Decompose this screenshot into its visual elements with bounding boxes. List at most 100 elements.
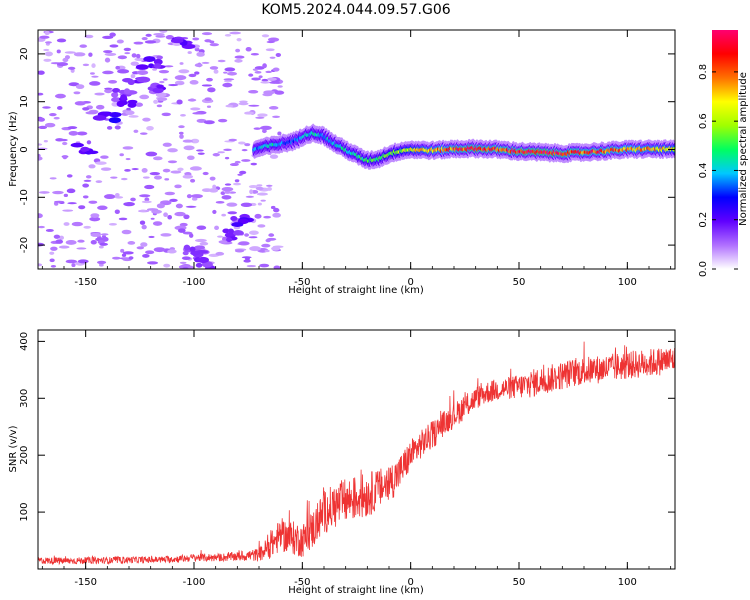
noise-blob <box>174 184 182 189</box>
noise-blob <box>77 259 89 264</box>
noise-blob <box>228 138 238 142</box>
noise-blob <box>224 156 230 160</box>
noise-blob <box>243 259 251 263</box>
noise-blob <box>212 152 220 157</box>
noise-blob <box>272 67 280 72</box>
noise-blob <box>234 249 245 253</box>
noise-blob <box>215 251 225 256</box>
noise-blob <box>235 48 241 53</box>
noise-blob <box>268 233 275 237</box>
noise-blob <box>88 164 96 169</box>
noise-blob <box>66 174 73 178</box>
noise-blob <box>91 75 99 78</box>
x-tick-label: -100 <box>183 277 206 288</box>
noise-blob <box>174 75 187 81</box>
noise-blob <box>268 106 279 110</box>
y-tick-label: 10 <box>19 95 30 108</box>
noise-blob <box>224 67 236 72</box>
noise-blob <box>82 183 90 188</box>
noise-blob <box>142 117 151 122</box>
noise-blob <box>100 167 112 171</box>
spectrogram-y-axis-label: Frequency (Hz) <box>8 111 19 187</box>
noise-blob <box>147 261 159 265</box>
colorbar-ticks: 0.0 0.2 0.4 0.6 0.8 <box>698 64 738 277</box>
noise-blob <box>65 240 77 245</box>
noise-blob <box>54 200 65 203</box>
noise-blob <box>123 202 135 207</box>
noise-blob <box>156 55 163 60</box>
noise-blob <box>168 83 179 87</box>
noise-blob <box>145 250 155 255</box>
noise-blob <box>136 76 151 83</box>
noise-blob <box>73 52 86 57</box>
colorbar: 0.0 0.2 0.4 0.6 0.8 Normalized spectral ampl… <box>698 30 749 277</box>
noise-blob <box>144 40 157 44</box>
noise-blob <box>225 104 234 108</box>
noise-blob <box>162 142 172 147</box>
noise-blob <box>182 174 194 179</box>
y-tick-label: 0 <box>19 146 30 152</box>
noise-blob <box>259 263 270 268</box>
noise-blob <box>44 51 53 57</box>
noise-blob <box>152 221 163 226</box>
noise-blob <box>178 82 185 85</box>
noise-blob <box>139 220 146 225</box>
noise-blob <box>222 82 233 88</box>
noise-blob <box>232 182 242 186</box>
noise-blob <box>124 169 131 172</box>
noise-blob <box>77 239 85 243</box>
noise-blob <box>145 151 158 157</box>
noise-blob <box>221 195 232 200</box>
noise-blob <box>153 32 165 36</box>
noise-blob <box>187 51 192 54</box>
noise-blob <box>234 179 240 183</box>
noise-blob <box>257 202 262 206</box>
x-tick-label: 0 <box>407 577 413 588</box>
noise-blob <box>188 233 194 238</box>
noise-blob <box>109 44 119 48</box>
noise-blob <box>230 216 238 221</box>
noise-blob <box>38 70 45 75</box>
noise-blob <box>49 251 55 255</box>
noise-blob <box>182 266 189 269</box>
noise-blob <box>251 77 261 81</box>
noise-blob <box>191 194 203 199</box>
noise-blob <box>123 88 131 95</box>
noise-blob <box>203 120 215 125</box>
noise-blob <box>86 140 92 145</box>
y-tick-label: -10 <box>19 189 30 205</box>
noise-blob <box>111 92 119 98</box>
noise-blob <box>260 125 272 130</box>
noise-blob <box>84 34 94 39</box>
noise-blob <box>170 170 182 174</box>
y-tick-label: 300 <box>19 389 30 408</box>
noise-blob <box>43 58 52 62</box>
noise-blob <box>227 71 238 76</box>
noise-blob <box>237 173 243 176</box>
noise-blob <box>192 37 200 41</box>
noise-blob <box>110 176 118 179</box>
noise-blob <box>54 93 66 99</box>
noise-blob <box>153 247 166 253</box>
noise-blob <box>174 211 186 217</box>
noise-blob <box>139 209 147 213</box>
noise-blob <box>257 113 268 117</box>
noise-blob <box>116 39 124 44</box>
noise-blob <box>265 238 271 243</box>
noise-blob <box>103 194 116 200</box>
noise-blob <box>67 66 76 70</box>
noise-blob <box>264 249 270 253</box>
noise-blob <box>265 70 272 74</box>
colorbar-tick-label: 0.0 <box>698 261 709 277</box>
noise-blob <box>56 38 67 43</box>
noise-blob <box>120 94 128 101</box>
noise-blob <box>244 257 251 261</box>
noise-blob <box>226 237 233 243</box>
noise-blob <box>38 143 43 146</box>
noise-blob <box>49 258 55 263</box>
noise-blob <box>253 127 261 130</box>
noise-blob <box>44 30 50 36</box>
noise-blob <box>45 228 54 232</box>
noise-blob <box>189 246 196 252</box>
noise-blob <box>90 239 97 245</box>
